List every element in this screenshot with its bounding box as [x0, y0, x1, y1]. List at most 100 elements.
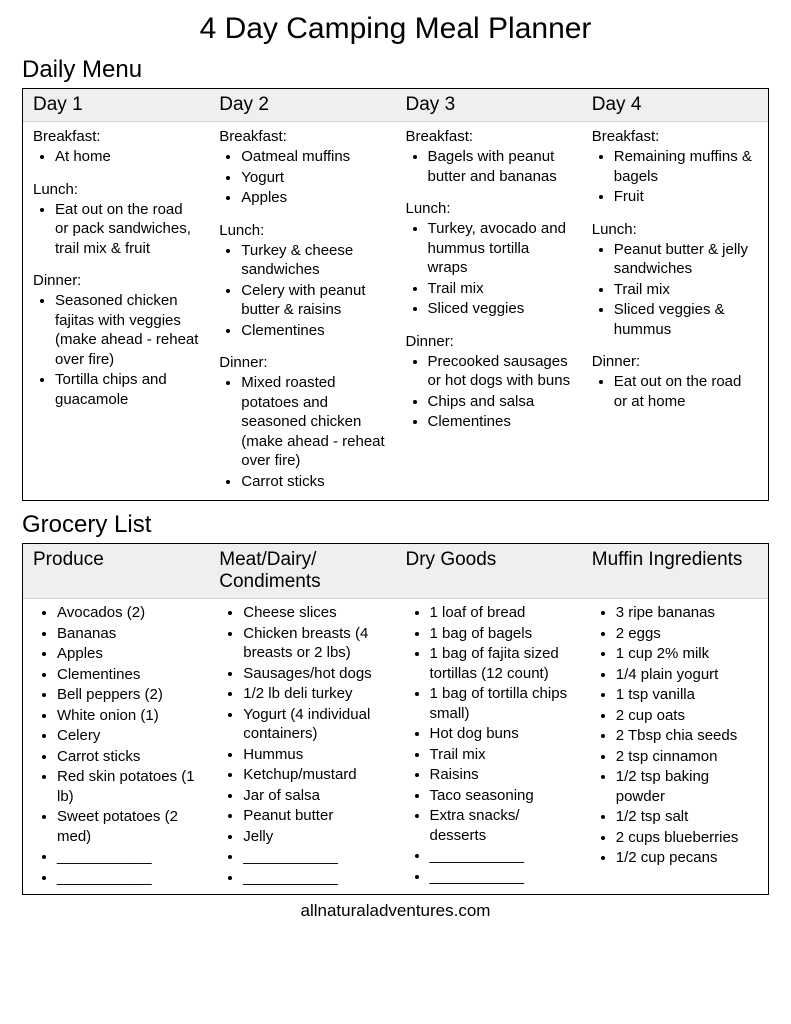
day-header: Day 1	[23, 89, 209, 121]
daily-menu-body-row: Breakfast:At home Lunch: Eat out on the ro…	[23, 122, 768, 500]
blank-line: ____________	[243, 868, 385, 888]
list-item: Fruit	[614, 187, 758, 207]
list-item: Ketchup/mustard	[243, 765, 385, 785]
list-item: Jar of salsa	[243, 786, 385, 806]
meal-items: Oatmeal muffinsYogurtApples	[219, 147, 385, 208]
meal-label: Lunch:	[33, 181, 199, 198]
grocery-table: ProduceMeat/Dairy/ CondimentsDry GoodsMu…	[22, 543, 769, 895]
list-item: Trail mix	[430, 745, 572, 765]
list-item: 1 bag of fajita sized tortillas (12 coun…	[430, 644, 572, 683]
list-item: Carrot sticks	[57, 747, 199, 767]
list-item: 2 cup oats	[616, 706, 758, 726]
list-item: Yogurt	[241, 168, 385, 188]
footer-url: allnaturaladventures.com	[22, 901, 769, 921]
list-item: Peanut butter & jelly sandwiches	[614, 240, 758, 279]
list-item: Avocados (2)	[57, 603, 199, 623]
list-item: Trail mix	[428, 279, 572, 299]
meal-block: Breakfast: Remaining muffins & bagelsFrui…	[592, 128, 758, 207]
meal-label: Lunch:	[406, 200, 572, 217]
meal-label: Breakfast:	[406, 128, 572, 145]
list-item: Raisins	[430, 765, 572, 785]
meal-block: Dinner:Mixed roasted potatoes and season…	[219, 354, 385, 491]
blank-line: ____________	[57, 847, 199, 867]
grocery-items: Cheese slicesChicken breasts (4 breasts …	[219, 603, 385, 887]
grocery-body-row: Avocados (2)BananasApplesClementinesBell…	[23, 599, 768, 894]
list-item: Eat out on the road or pack sandwiches, …	[55, 200, 199, 259]
list-item: Clementines	[241, 321, 385, 341]
list-item: Yogurt (4 individual containers)	[243, 705, 385, 744]
list-item: Trail mix	[614, 280, 758, 300]
list-item: Tortilla chips and guacamole	[55, 370, 199, 409]
list-item: Chips and salsa	[428, 392, 572, 412]
meal-label: Dinner:	[406, 333, 572, 350]
day-header: Day 4	[582, 89, 768, 121]
blank-line: ____________	[430, 846, 572, 866]
meal-items: Eat out on the road or pack sandwiches, …	[33, 200, 199, 259]
meal-items: Remaining muffins & bagelsFruit	[592, 147, 758, 207]
meal-label: Lunch:	[219, 222, 385, 239]
blank-line: ____________	[57, 868, 199, 888]
list-item: 1 tsp vanilla	[616, 685, 758, 705]
list-item: Chicken breasts (4 breasts or 2 lbs)	[243, 624, 385, 663]
meal-items: Seasoned chicken fajitas with veggies (m…	[33, 291, 199, 409]
list-item: 2 Tbsp chia seeds	[616, 726, 758, 746]
blank-line: ____________	[430, 867, 572, 887]
meal-block: Breakfast: Oatmeal muffinsYogurtApples	[219, 128, 385, 208]
list-item: Bananas	[57, 624, 199, 644]
meal-items: Peanut butter & jelly sandwichesTrail mi…	[592, 240, 758, 340]
meal-label: Breakfast:	[592, 128, 758, 145]
meal-label: Dinner:	[33, 272, 199, 289]
list-item: Carrot sticks	[241, 472, 385, 492]
grocery-items: 1 loaf of bread1 bag of bagels1 bag of f…	[406, 603, 572, 886]
list-item: 1 bag of tortilla chips small)	[430, 684, 572, 723]
day-column: Breakfast: Bagels with peanut butter and …	[396, 128, 582, 492]
meal-items: Turkey, avocado and hummus tortilla wrap…	[406, 219, 572, 319]
meal-label: Breakfast:	[219, 128, 385, 145]
list-item: Apples	[241, 188, 385, 208]
grocery-header-row: ProduceMeat/Dairy/ CondimentsDry GoodsMu…	[23, 544, 768, 599]
meal-label: Dinner:	[219, 354, 385, 371]
list-item: Turkey, avocado and hummus tortilla wrap…	[428, 219, 572, 278]
meal-block: Breakfast:At home	[33, 128, 199, 167]
list-item: Extra snacks/ desserts	[430, 806, 572, 845]
meal-block: Lunch: Turkey, avocado and hummus tortill…	[406, 200, 572, 319]
list-item: 1/4 plain yogurt	[616, 665, 758, 685]
meal-block: Dinner:Precooked sausages or hot dogs wi…	[406, 333, 572, 432]
list-item: 2 tsp cinnamon	[616, 747, 758, 767]
meal-block: Breakfast: Bagels with peanut butter and …	[406, 128, 572, 186]
grocery-column: Cheese slicesChicken breasts (4 breasts …	[209, 603, 395, 888]
day-column: Breakfast: Remaining muffins & bagelsFrui…	[582, 128, 768, 492]
list-item: Taco seasoning	[430, 786, 572, 806]
list-item: Jelly	[243, 827, 385, 847]
list-item: 1/2 tsp baking powder	[616, 767, 758, 806]
blank-line: ____________	[243, 847, 385, 867]
list-item: Sliced veggies	[428, 299, 572, 319]
grocery-column: Avocados (2)BananasApplesClementinesBell…	[23, 603, 209, 888]
list-item: Seasoned chicken fajitas with veggies (m…	[55, 291, 199, 369]
grocery-items: Avocados (2)BananasApplesClementinesBell…	[33, 603, 199, 887]
page-title: 4 Day Camping Meal Planner	[22, 12, 769, 46]
list-item: Turkey & cheese sandwiches	[241, 241, 385, 280]
list-item: Peanut butter	[243, 806, 385, 826]
meal-label: Lunch:	[592, 221, 758, 238]
meal-block: Dinner:Eat out on the road or at home	[592, 353, 758, 411]
list-item: 1/2 lb deli turkey	[243, 684, 385, 704]
meal-label: Dinner:	[592, 353, 758, 370]
meal-label: Breakfast:	[33, 128, 199, 145]
meal-block: Dinner: Seasoned chicken fajitas with veg…	[33, 272, 199, 409]
list-item: Sweet potatoes (2 med)	[57, 807, 199, 846]
day-header: Day 2	[209, 89, 395, 121]
list-item: 1/2 cup pecans	[616, 848, 758, 868]
list-item: Hot dog buns	[430, 724, 572, 744]
daily-menu-table: Day 1Day 2Day 3Day 4 Breakfast:At homeLu…	[22, 88, 769, 501]
meal-items: Turkey & cheese sandwichesCelery with pe…	[219, 241, 385, 341]
list-item: Bagels with peanut butter and bananas	[428, 147, 572, 186]
list-item: White onion (1)	[57, 706, 199, 726]
list-item: Sliced veggies & hummus	[614, 300, 758, 339]
day-column: Breakfast: Oatmeal muffinsYogurtApples Lun…	[209, 128, 395, 492]
meal-items: Bagels with peanut butter and bananas	[406, 147, 572, 186]
grocery-category-header: Produce	[23, 544, 209, 598]
grocery-column: 3 ripe bananas2 eggs1 cup 2% milk1/4 pla…	[582, 603, 768, 888]
list-item: 1/2 tsp salt	[616, 807, 758, 827]
list-item: Hummus	[243, 745, 385, 765]
